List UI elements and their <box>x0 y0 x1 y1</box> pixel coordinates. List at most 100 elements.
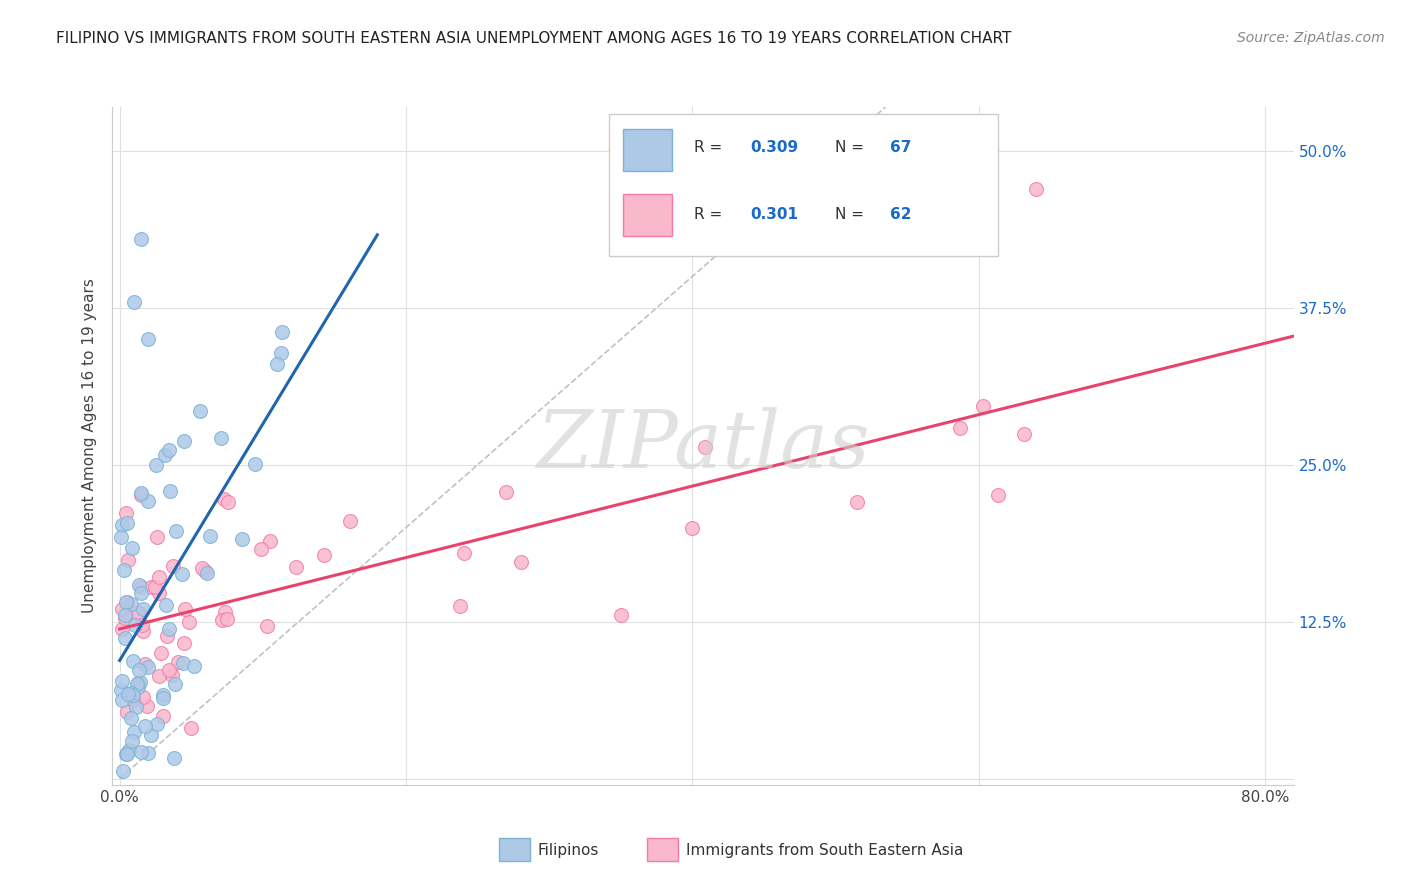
Text: N =: N = <box>835 207 869 221</box>
Point <box>681 520 703 534</box>
Point <box>339 514 361 528</box>
Point <box>259 534 281 549</box>
Point <box>111 693 134 707</box>
Point <box>139 580 162 594</box>
Point <box>131 690 153 704</box>
Point <box>209 431 232 445</box>
Point <box>112 563 135 577</box>
Point <box>111 674 134 689</box>
Point <box>134 719 156 733</box>
Point <box>115 516 138 530</box>
Point <box>153 448 176 462</box>
Point <box>214 605 236 619</box>
Point <box>120 686 142 700</box>
Point <box>114 608 136 623</box>
Point <box>243 457 266 471</box>
Point <box>157 443 180 458</box>
Point <box>148 669 170 683</box>
Point <box>271 325 294 339</box>
Bar <box>623 194 672 235</box>
Bar <box>623 129 672 171</box>
Point <box>129 745 152 759</box>
Point <box>211 613 233 627</box>
Point <box>145 458 167 472</box>
Point <box>124 618 146 632</box>
Point <box>121 541 143 556</box>
Point <box>183 659 205 673</box>
Point <box>128 663 150 677</box>
Point <box>115 706 138 720</box>
Point <box>152 691 174 706</box>
Point <box>128 674 150 689</box>
Point <box>157 622 180 636</box>
Point <box>148 570 170 584</box>
Point <box>122 724 145 739</box>
Point <box>217 495 239 509</box>
Point <box>509 555 531 569</box>
Point <box>173 636 195 650</box>
Point <box>122 654 145 668</box>
Point <box>136 332 159 346</box>
Point <box>198 529 221 543</box>
Y-axis label: Unemployment Among Ages 16 to 19 years: Unemployment Among Ages 16 to 19 years <box>82 278 97 614</box>
Point <box>132 624 155 638</box>
Point <box>846 495 869 509</box>
Point <box>114 595 136 609</box>
Point <box>132 601 155 615</box>
Point <box>159 484 181 499</box>
Point <box>115 506 138 520</box>
Point <box>136 747 159 761</box>
Point <box>128 578 150 592</box>
Text: Source: ZipAtlas.com: Source: ZipAtlas.com <box>1237 31 1385 45</box>
Point <box>453 546 475 560</box>
Point <box>1012 426 1035 441</box>
Point <box>114 611 136 625</box>
Point <box>179 615 201 629</box>
Point <box>129 232 152 246</box>
Point <box>170 566 193 581</box>
Point <box>120 597 142 611</box>
Point <box>148 585 170 599</box>
Point <box>115 747 138 761</box>
Point <box>155 598 177 612</box>
Point <box>609 608 631 623</box>
Text: Immigrants from South Eastern Asia: Immigrants from South Eastern Asia <box>686 843 963 857</box>
Point <box>163 751 186 765</box>
Point <box>128 606 150 620</box>
Point <box>117 595 139 609</box>
Point <box>152 688 174 702</box>
Point <box>111 764 134 778</box>
Point <box>121 733 143 747</box>
Point <box>212 492 235 507</box>
Point <box>249 541 271 556</box>
Point <box>129 586 152 600</box>
Point <box>122 688 145 702</box>
Text: N =: N = <box>835 140 869 155</box>
Point <box>215 612 238 626</box>
Point <box>122 294 145 309</box>
Point <box>195 566 218 580</box>
Point <box>314 548 336 562</box>
Text: 0.309: 0.309 <box>751 140 799 155</box>
Text: R =: R = <box>693 207 727 221</box>
Text: 0.301: 0.301 <box>751 207 799 221</box>
Point <box>131 618 153 632</box>
Point <box>131 581 153 595</box>
Point <box>134 657 156 671</box>
Text: R =: R = <box>693 140 727 155</box>
Point <box>111 622 134 636</box>
Point <box>136 494 159 508</box>
Point <box>284 560 307 574</box>
Point <box>117 687 139 701</box>
Point <box>120 711 142 725</box>
Point <box>111 517 134 532</box>
Point <box>987 488 1010 502</box>
Text: Filipinos: Filipinos <box>537 843 599 857</box>
Point <box>143 580 166 594</box>
Text: ZIPatlas: ZIPatlas <box>536 408 870 484</box>
Point <box>117 553 139 567</box>
Point <box>160 667 183 681</box>
Point <box>114 631 136 645</box>
Point <box>118 743 141 757</box>
Point <box>111 602 134 616</box>
